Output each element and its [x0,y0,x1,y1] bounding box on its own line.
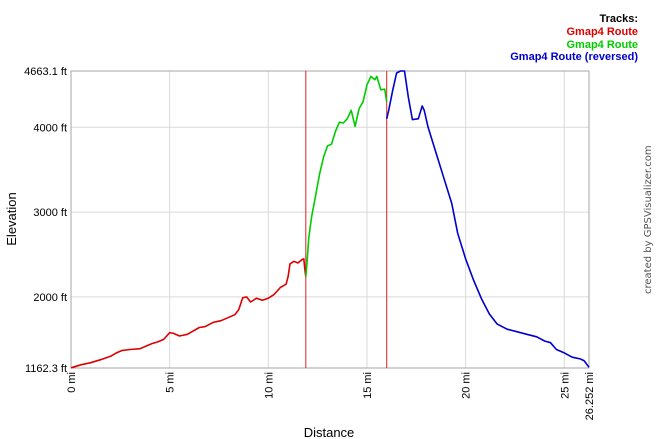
legend-item-gmap4-route-green: Gmap4 Route [566,39,638,51]
y-tick-labels: 1162.3 ft 2000 ft 3000 ft 4000 ft 4663.1 ft [24,66,67,375]
x-tick-label-26-252-mi: 26.252 mi [584,372,596,420]
y-tick-label-4000-ft: 4000 ft [33,122,67,134]
y-tick-label-3000-ft: 3000 ft [33,207,67,219]
track-dividers [305,71,388,368]
legend-title: Tracks: [599,13,638,25]
plot-area-border [70,70,590,369]
y-tick-label-1162-3-ft: 1162.3 ft [25,363,67,375]
x-tick-label-15-mi: 15 mi [362,372,374,399]
plot-frame [70,70,590,369]
legend-item-gmap4-route-red: Gmap4 Route [566,26,638,38]
gridlines [71,71,589,368]
x-tick-label-25-mi: 25 mi [559,372,571,399]
credit-text: created by GPSVisualizer.com [643,145,654,294]
y-axis-title: Elevation [4,192,19,245]
series-lines [70,70,590,369]
series-line-gmap4-route-2 [305,75,388,277]
y-tick-label-4663-1-ft: 4663.1 ft [24,66,67,78]
series-line-gmap4-route-1 [70,258,307,369]
legend: Tracks: Gmap4 Route Gmap4 Route Gmap4 Ro… [510,13,638,63]
x-axis-title: Distance [304,425,355,439]
y-tick-label-2000-ft: 2000 ft [33,292,67,304]
x-tick-label-5-mi: 5 mi [165,372,177,393]
x-tick-labels: 0 mi 5 mi 10 mi 15 mi 20 mi 25 mi 26.252 mi [66,372,596,420]
x-tick-label-0-mi: 0 mi [66,372,78,393]
legend-item-gmap4-route-reversed: Gmap4 Route (reversed) [510,51,638,63]
series-line-gmap4-route-reversed-3 [385,70,590,368]
x-tick-label-10-mi: 10 mi [263,372,275,399]
x-tick-label-20-mi: 20 mi [461,372,473,399]
